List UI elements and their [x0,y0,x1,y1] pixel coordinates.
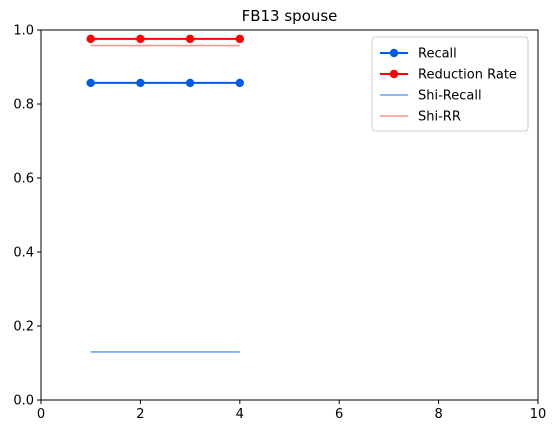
data-point-reduction-rate [136,34,145,44]
data-point-reduction-rate [235,34,244,44]
legend-label: Shi-Recall [418,89,482,104]
legend-label: Reduction Rate [418,68,517,83]
y-tick-label: 0.8 [13,98,34,113]
plot-frame [40,29,539,401]
series-reduction-rate [86,34,244,44]
data-point-recall [235,78,244,88]
data-point-reduction-rate [185,34,195,44]
legend-box [371,36,529,132]
legend-swatch-marker [389,69,399,79]
data-point-recall [136,78,145,88]
x-tick-label: 2 [136,407,144,422]
legend: Recall Reduction Rate Shi-Recall Shi-RR [371,36,529,132]
x-tick-label: 0 [37,407,45,422]
data-point-recall [185,78,195,88]
legend-label: Recall [418,47,457,62]
x-tick-label: 6 [335,407,343,422]
x-tick-label: 8 [434,407,442,422]
data-point-reduction-rate [86,34,95,44]
y-tick-label: 1.0 [13,24,34,39]
y-tick-label: 0.4 [13,246,34,261]
legend-item-shi-rr: Shi-RR [380,110,461,125]
y-tick-label: 0.2 [13,320,34,335]
legend-label: Shi-RR [418,110,461,125]
y-tick-label: 0.0 [13,394,34,409]
x-tick-label: 10 [530,407,547,422]
series-recall [86,78,244,88]
series-layer [86,34,244,353]
legend-item-recall: Recall [380,47,457,62]
x-tick-label: 4 [236,407,244,422]
chart-title: FB13 spouse [242,7,338,25]
data-point-recall [86,78,95,88]
legend-item-reduction-rate: Reduction Rate [380,68,517,83]
axis-ticks: 0 2 4 6 8 10 0.0 0.2 0.4 0.6 0.8 1.0 [13,24,546,423]
legend-swatch-marker [389,48,399,58]
y-tick-label: 0.6 [13,172,34,187]
legend-item-shi-recall: Shi-Recall [380,89,482,104]
